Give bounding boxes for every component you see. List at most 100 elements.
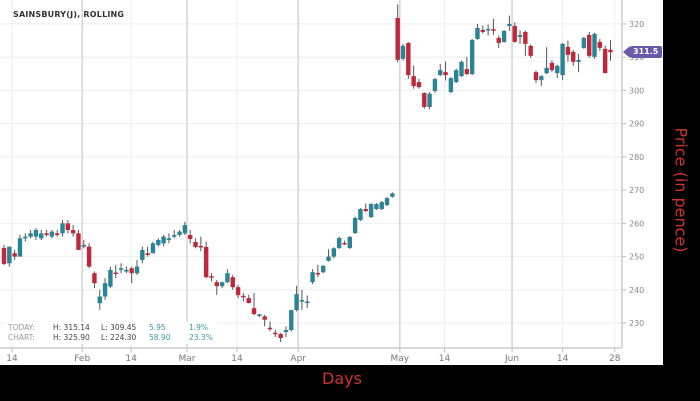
candle-body <box>469 39 475 75</box>
candle-down <box>251 293 257 316</box>
candle-down <box>416 78 422 89</box>
candle-up <box>331 247 337 259</box>
candle-body <box>331 248 337 257</box>
candle-up <box>592 32 597 59</box>
candle-body <box>156 239 161 245</box>
candle-body <box>81 244 86 247</box>
candle-body <box>86 246 92 267</box>
candle-body <box>352 218 358 233</box>
candle-up <box>326 249 331 262</box>
candle-up <box>108 266 113 289</box>
candle-down <box>406 42 411 79</box>
candle-body <box>480 29 485 32</box>
candle-body <box>124 269 129 272</box>
candle-body <box>257 314 262 316</box>
candle-body <box>44 233 49 235</box>
candle-up <box>390 192 395 198</box>
candle-body <box>7 246 12 264</box>
candle-down <box>70 225 76 237</box>
candle-body <box>39 233 44 239</box>
candle-up <box>347 235 352 249</box>
stats-today-change: 5.95 <box>149 323 166 332</box>
y-tick-label: 290 <box>629 120 644 129</box>
candle-down <box>512 22 517 43</box>
candle-body <box>512 25 517 42</box>
candle-body <box>395 17 400 60</box>
candle-body <box>326 256 331 261</box>
x-tick-label: 14 <box>557 354 569 364</box>
candle-body <box>544 67 549 74</box>
candle-down <box>480 25 485 34</box>
candle-down <box>464 57 470 76</box>
candle-body <box>12 253 17 257</box>
candle-body <box>283 330 289 333</box>
candle-body <box>523 31 528 44</box>
candle-down <box>587 31 592 58</box>
candle-body <box>33 230 39 237</box>
candle-body <box>241 295 246 298</box>
candle-down <box>315 264 321 278</box>
candle-up <box>310 269 315 285</box>
candle-body <box>560 43 565 76</box>
candle-body <box>533 72 539 81</box>
x-tick-label: 28 <box>609 354 621 364</box>
candle-down <box>193 238 198 249</box>
candle-up <box>379 201 384 211</box>
candle-up <box>299 289 305 310</box>
candle-body <box>390 193 395 197</box>
candle-body <box>145 253 150 255</box>
candle-down <box>92 271 97 289</box>
candlestick-chart[interactable]: 23024025026027028029030031032014Feb14Mar… <box>0 0 663 365</box>
candle-down <box>262 314 267 327</box>
candle-body <box>246 298 251 304</box>
candle-body <box>336 237 342 248</box>
stats-today-high: H: 315.14 <box>53 323 90 332</box>
candle-body <box>267 327 273 330</box>
candle-body <box>406 42 411 76</box>
x-tick-label: 14 <box>125 354 137 364</box>
candle-body <box>28 233 33 237</box>
candle-up <box>289 309 294 332</box>
candle-body <box>97 296 102 304</box>
candle-body <box>459 61 464 77</box>
candle-body <box>422 93 427 108</box>
candle-up <box>219 281 225 289</box>
candle-down <box>113 264 118 279</box>
candle-body <box>188 234 193 239</box>
candle-body <box>70 230 76 234</box>
candle-body <box>113 272 118 275</box>
candle-body <box>438 70 443 76</box>
candle-body <box>507 23 512 26</box>
candle-down <box>203 241 209 279</box>
x-tick-label: 14 <box>439 354 451 364</box>
candle-up <box>560 42 565 81</box>
candle-body <box>347 236 352 248</box>
candle-body <box>565 46 571 55</box>
candle-body <box>368 204 374 218</box>
candle-body <box>602 48 608 74</box>
y-axis-title: Price (in pence) <box>671 127 691 253</box>
candle-body <box>108 269 113 287</box>
candle-up <box>555 64 560 79</box>
candle-body <box>203 246 209 278</box>
candle-body <box>310 272 315 283</box>
candle-body <box>92 273 97 284</box>
candle-body <box>289 310 294 331</box>
candle-down <box>528 44 533 58</box>
x-tick-label: 14 <box>6 354 18 364</box>
candle-down <box>44 230 49 237</box>
stats-chart-high: H: 325.90 <box>53 333 90 342</box>
candle-body <box>17 238 23 257</box>
candle-up <box>161 234 166 247</box>
candle-body <box>448 78 454 93</box>
candle-body <box>140 249 145 260</box>
x-tick-label: May <box>391 354 410 364</box>
candle-down <box>565 40 571 62</box>
candle-up <box>33 228 39 240</box>
candle-up <box>39 230 44 240</box>
candle-body <box>198 245 204 248</box>
y-tick-label: 270 <box>629 186 644 195</box>
candle-down <box>422 92 427 109</box>
candle-body <box>230 277 235 288</box>
candle-body <box>294 294 299 311</box>
